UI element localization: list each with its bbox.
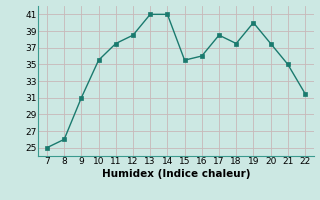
X-axis label: Humidex (Indice chaleur): Humidex (Indice chaleur) <box>102 169 250 179</box>
